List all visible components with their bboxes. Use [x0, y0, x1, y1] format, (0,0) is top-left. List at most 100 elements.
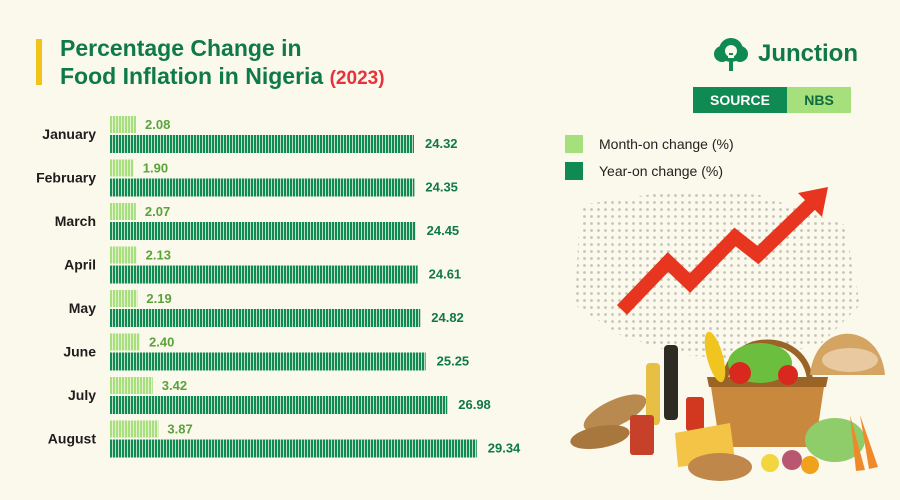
bar-year-on-stripe [295, 352, 296, 371]
bar-year-on-stripe [289, 135, 290, 153]
bar-year-on-stripe [352, 396, 353, 414]
bar-year-on-stripe [286, 265, 287, 284]
bar-year-on-stripe [388, 265, 389, 284]
bar-year-on-stripe [220, 178, 221, 197]
bar-year-on-stripe [166, 396, 167, 414]
bar-year-on-stripe [403, 396, 404, 414]
bar-year-on-stripe [121, 352, 122, 371]
bar-year-on-stripe [262, 352, 263, 371]
bar-month-on-stripe [112, 377, 113, 394]
bar-year-on-stripe [265, 396, 266, 414]
bar-year-on-stripe [268, 178, 269, 197]
bar-year-on-stripe [193, 135, 194, 153]
bar-year-on-stripe [151, 309, 152, 327]
bar-year-on-stripe [127, 222, 128, 240]
bar-year-on-stripe [406, 309, 407, 327]
bar-year-on-stripe [283, 309, 284, 327]
data-label-year-on: 24.45 [427, 223, 460, 238]
bar-year-on-stripe [331, 265, 332, 284]
bar-year-on-stripe [382, 396, 383, 414]
bar-year-on-stripe [166, 222, 167, 240]
bar-year-on-stripe [193, 222, 194, 240]
bar-year-on-stripe [358, 222, 359, 240]
bar-year-on-stripe [262, 309, 263, 327]
bar-month-on-stripe [136, 246, 137, 264]
bar-year-on-stripe [307, 309, 308, 327]
bar-year-on-stripe [250, 135, 251, 153]
bar-year-on-stripe [364, 222, 365, 240]
bar-year-on-stripe [157, 396, 158, 414]
bar-year-on-stripe [322, 396, 323, 414]
bar-year-on-stripe [274, 396, 275, 414]
bar-year-on-stripe [256, 352, 257, 371]
bar-year-on-stripe [466, 439, 467, 458]
bar-year-on-stripe [388, 396, 389, 414]
bar-year-on-stripe [190, 396, 191, 414]
bar-year-on-stripe [205, 439, 206, 458]
bar-year-on-stripe [406, 265, 407, 284]
bar-year-on-stripe [166, 135, 167, 153]
bar-year-on-stripe [367, 265, 368, 284]
bar-year-on-stripe [157, 265, 158, 284]
bar-year-on-stripe [439, 396, 440, 414]
wine-bottle [664, 345, 678, 420]
bar-month-on-stripe [127, 420, 128, 438]
bar-year-on-stripe [292, 352, 293, 371]
bar-year-on-stripe [130, 396, 131, 414]
bar-year-on-stripe [406, 135, 407, 153]
data-label-year-on: 26.98 [458, 397, 491, 412]
bar-year-on-stripe [154, 222, 155, 240]
bar-month-on-stripe [130, 290, 131, 307]
bar-year-on-stripe [388, 439, 389, 458]
bar-year-on-stripe [361, 178, 362, 197]
bar-year-on-stripe [331, 222, 332, 240]
bar-year-on-stripe [217, 222, 218, 240]
bar-month-on-stripe [112, 116, 113, 133]
bar-year-on-stripe [127, 265, 128, 284]
bar-year-on-stripe [163, 352, 164, 371]
bar-year-on-stripe [349, 396, 350, 414]
bar-year-on-stripe [112, 352, 113, 371]
bar-year-on-stripe [358, 178, 359, 197]
bar-year-on-stripe [373, 135, 374, 153]
bar-year-on-stripe [346, 309, 347, 327]
bar-year-on-stripe [421, 352, 422, 371]
bar-year-on-stripe [343, 352, 344, 371]
bar-year-on-stripe [250, 178, 251, 197]
bar-year-on-stripe [127, 178, 128, 197]
bar-month-on-stripe [112, 420, 113, 438]
bar-year-on-stripe [178, 135, 179, 153]
bar-year-on-stripe [325, 352, 326, 371]
bar-year-on-stripe [127, 396, 128, 414]
bar-year-on-stripe [286, 439, 287, 458]
bar-year-on-stripe [400, 135, 401, 153]
bar-year-on-stripe [295, 178, 296, 197]
bar-year-on-stripe [199, 352, 200, 371]
bar-year-on-stripe [382, 352, 383, 371]
bar-year-on-stripe [322, 439, 323, 458]
bar-year-on-stripe [403, 222, 404, 240]
bar-year-on-stripe [154, 135, 155, 153]
bar-year-on-stripe [232, 178, 233, 197]
bar-year-on-stripe [292, 178, 293, 197]
data-label-year-on: 24.35 [425, 180, 458, 195]
data-label-month-on: 2.19 [146, 291, 171, 306]
bar-year-on-stripe [178, 352, 179, 371]
bar-year-on-stripe [322, 222, 323, 240]
bar-year-on-stripe [196, 135, 197, 153]
bar-year-on-stripe [349, 265, 350, 284]
bar-year-on-stripe [334, 352, 335, 371]
carrot [850, 415, 865, 471]
bar-year-on-stripe [340, 222, 341, 240]
bar-year-on-stripe [295, 396, 296, 414]
bar-year-on-stripe [157, 352, 158, 371]
bar-year-on-stripe [376, 439, 377, 458]
bar-year-on-stripe [412, 222, 413, 240]
bar-year-on-stripe [280, 178, 281, 197]
bar-year-on-stripe [268, 439, 269, 458]
bar-year-on-stripe [169, 439, 170, 458]
bar-year-on-stripe [223, 396, 224, 414]
bar-year-on-stripe [238, 265, 239, 284]
bar-year-on-stripe [349, 439, 350, 458]
bar-year-on-stripe [412, 265, 413, 284]
